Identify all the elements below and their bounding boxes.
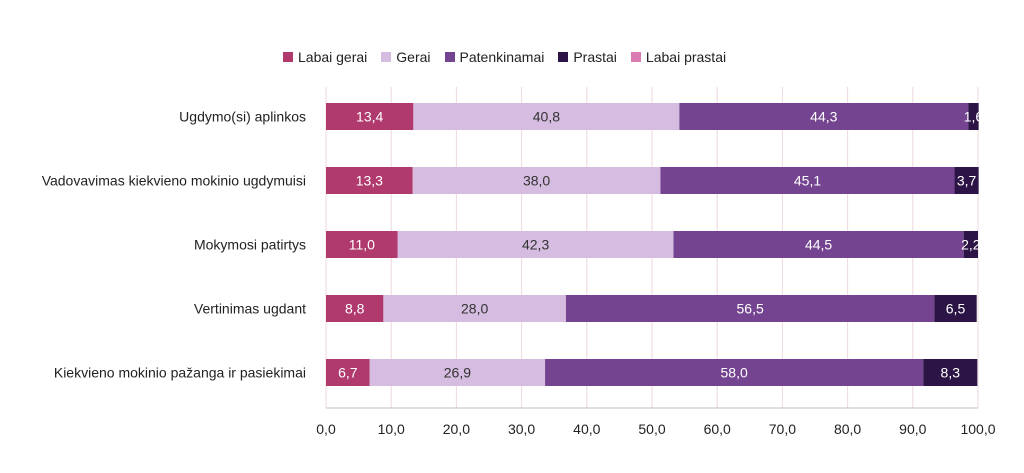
legend-item: Patenkinamai bbox=[444, 49, 545, 65]
data-label: 38,0 bbox=[523, 173, 550, 189]
x-tick-label: 90,0 bbox=[899, 421, 926, 437]
legend-swatch bbox=[558, 52, 569, 62]
bar-segment bbox=[968, 103, 979, 130]
bar-segment bbox=[673, 231, 964, 258]
data-label: 13,3 bbox=[356, 173, 383, 189]
data-label: 45,1 bbox=[794, 173, 821, 189]
category-label: Ugdymo(si) aplinkos bbox=[179, 109, 306, 125]
x-tick-label: 30,0 bbox=[508, 421, 535, 437]
bar-segment bbox=[413, 103, 680, 130]
category-label: Mokymosi patirtys bbox=[194, 237, 306, 253]
bar-segment bbox=[326, 167, 413, 194]
data-label: 2,2 bbox=[961, 237, 981, 253]
x-tick-label: 100,0 bbox=[960, 421, 995, 437]
bar-segment bbox=[545, 359, 924, 386]
data-label: 44,3 bbox=[810, 109, 837, 125]
data-label: 8,8 bbox=[345, 301, 365, 317]
data-label: 6,7 bbox=[338, 365, 358, 381]
data-label: 6,5 bbox=[946, 301, 966, 317]
x-tick-label: 50,0 bbox=[638, 421, 665, 437]
legend-item: Gerai bbox=[381, 49, 431, 65]
x-tick-label: 60,0 bbox=[704, 421, 731, 437]
chart-legend: Labai gerai Gerai Patenkinamai Prastai Labai… bbox=[283, 47, 726, 67]
bar-segment bbox=[934, 295, 977, 322]
x-tick-label: 80,0 bbox=[834, 421, 861, 437]
data-label: 28,0 bbox=[461, 301, 488, 317]
category-label: Vertinimas ugdant bbox=[194, 301, 306, 317]
legend-label: Patenkinamai bbox=[459, 49, 545, 65]
x-tick-label: 20,0 bbox=[443, 421, 470, 437]
bar-segment bbox=[326, 231, 398, 258]
data-label: 44,5 bbox=[805, 237, 832, 253]
data-label: 26,9 bbox=[444, 365, 471, 381]
legend-item: Prastai bbox=[558, 49, 617, 65]
legend-item: Labai gerai bbox=[283, 49, 367, 65]
bar-segment bbox=[412, 167, 661, 194]
bar-segment bbox=[954, 167, 979, 194]
legend-label: Gerai bbox=[396, 49, 431, 65]
legend-swatch bbox=[381, 52, 392, 62]
data-label: 3,7 bbox=[957, 173, 977, 189]
bar-segment bbox=[326, 295, 384, 322]
x-tick-label: 0,0 bbox=[316, 421, 336, 437]
bar-segment bbox=[326, 103, 414, 130]
x-tick-label: 40,0 bbox=[573, 421, 600, 437]
category-label: Kiekvieno mokinio pažanga ir pasiekimai bbox=[54, 365, 306, 381]
legend-item: Labai prastai bbox=[630, 49, 727, 65]
data-label: 8,3 bbox=[941, 365, 961, 381]
bar-segment bbox=[397, 231, 674, 258]
data-label: 40,8 bbox=[533, 109, 560, 125]
bar-segment bbox=[923, 359, 978, 386]
legend-swatch bbox=[283, 52, 293, 62]
legend-swatch bbox=[444, 52, 455, 62]
x-tick-label: 10,0 bbox=[378, 421, 405, 437]
data-label: 58,0 bbox=[721, 365, 748, 381]
data-label: 11,0 bbox=[349, 237, 375, 253]
data-label: 1,6 bbox=[964, 109, 984, 125]
legend-swatch bbox=[630, 52, 641, 62]
bar-segment bbox=[369, 359, 546, 386]
data-label: 42,3 bbox=[522, 237, 549, 253]
x-tick-label: 70,0 bbox=[769, 421, 796, 437]
legend-label: Labai prastai bbox=[645, 49, 727, 65]
category-label: Vadovavimas kiekvieno mokinio ugdymuisi bbox=[42, 173, 306, 189]
legend-label: Prastai bbox=[573, 49, 617, 65]
bar-segment bbox=[679, 103, 969, 130]
bar-segment bbox=[963, 231, 978, 258]
bar-segment bbox=[383, 295, 566, 322]
data-label: 56,5 bbox=[737, 301, 764, 317]
bar-segment bbox=[565, 295, 935, 322]
data-label: 13,4 bbox=[356, 109, 383, 125]
bar-segment bbox=[660, 167, 955, 194]
legend-label: Labai gerai bbox=[298, 49, 368, 65]
bar-segment bbox=[326, 359, 370, 386]
